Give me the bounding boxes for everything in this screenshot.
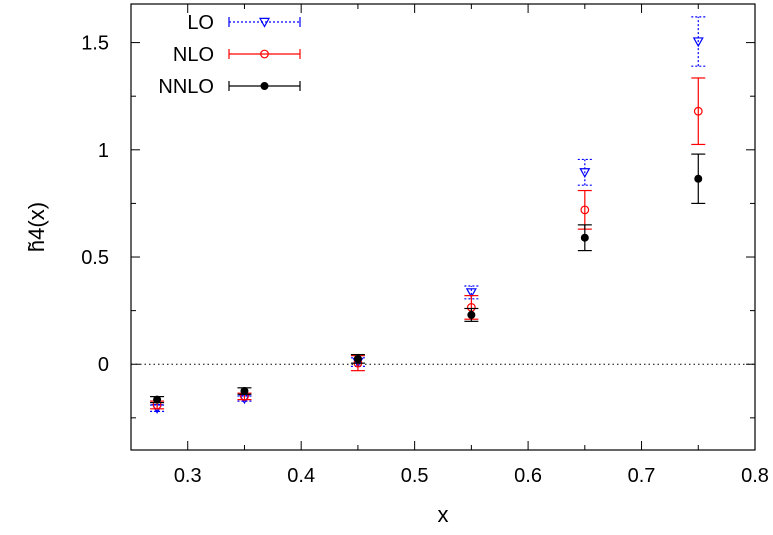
legend-entry-nlo: NLO	[173, 44, 301, 66]
legend-entry-nnlo: NNLO	[158, 76, 301, 98]
x-axis-label: x	[438, 502, 449, 527]
data-point	[693, 106, 703, 116]
data-point	[467, 310, 476, 319]
data-point	[353, 354, 362, 363]
series-nnlo	[150, 153, 706, 404]
data-point	[694, 174, 703, 183]
plot-frame	[130, 3, 756, 451]
x-tick-label: 0.8	[741, 465, 769, 487]
axes: 0.3 0.4 0.5 0.6 0.7 0.8 0 0.5 1 1.5	[81, 3, 769, 487]
series-lo	[150, 16, 706, 414]
data-point	[240, 387, 249, 396]
x-tick-label: 0.7	[628, 465, 656, 487]
y-tick-label: 1	[98, 140, 109, 162]
error-bar	[577, 158, 592, 186]
y-axis-label: h̃4(x)	[24, 202, 49, 252]
error-bar	[691, 16, 706, 67]
error-bar	[691, 77, 706, 146]
error-bar	[577, 189, 592, 230]
legend-marker	[260, 49, 269, 59]
x-tick-label: 0.4	[287, 465, 315, 487]
legend-marker	[258, 17, 271, 28]
legend-marker	[260, 82, 269, 90]
legend: LO NLO NNLO	[158, 12, 301, 98]
data-point	[692, 37, 704, 48]
data-point	[579, 168, 591, 179]
legend-label: NLO	[173, 44, 214, 66]
y-tick-label: 1.5	[81, 33, 109, 55]
x-tick-label: 0.6	[514, 465, 542, 487]
data-point	[580, 205, 590, 215]
x-tick-label: 0.3	[174, 465, 202, 487]
y-tick-label: 0	[98, 354, 109, 376]
legend-label: LO	[187, 12, 214, 34]
data-point	[153, 395, 162, 404]
x-tick-label: 0.5	[401, 465, 429, 487]
legend-entry-lo: LO	[187, 12, 301, 34]
data-point	[465, 288, 477, 299]
plot-area	[131, 16, 755, 414]
y-tick-label: 0.5	[81, 247, 109, 269]
data-point	[580, 233, 589, 242]
legend-label: NNLO	[158, 76, 214, 98]
series-nlo	[150, 77, 706, 410]
